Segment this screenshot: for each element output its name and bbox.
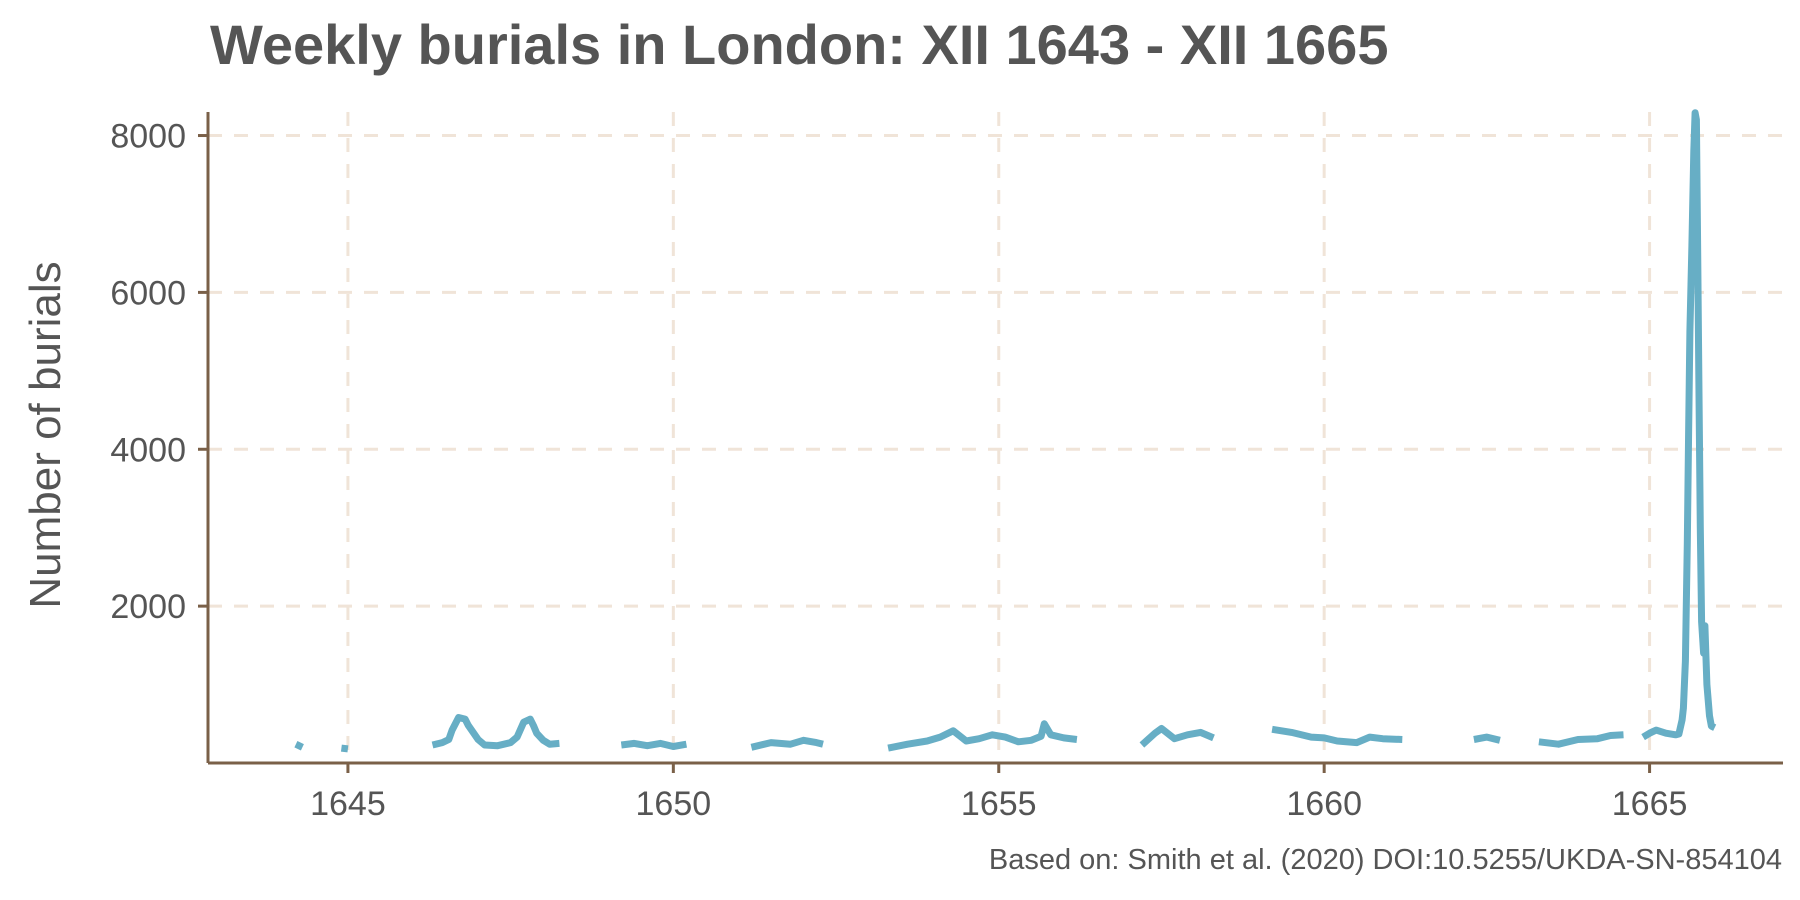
- grid: [208, 112, 1783, 763]
- series-line-segment: [887, 720, 1078, 752]
- chart-title: Weekly burials in London: XII 1643 - XII…: [210, 13, 1389, 76]
- series-line-segment: [294, 741, 304, 751]
- y-tick-label: 6000: [110, 274, 186, 312]
- series-line-group: [294, 109, 1717, 753]
- x-tick-label: 1665: [1612, 785, 1688, 823]
- source-caption: Based on: Smith et al. (2020) DOI:10.525…: [988, 844, 1782, 876]
- x-tick-label: 1660: [1286, 785, 1362, 823]
- series-line-segment: [620, 739, 688, 750]
- y-axis-title: Number of burials: [21, 261, 70, 608]
- series-line-segment: [431, 714, 560, 750]
- x-tick-label: 1650: [636, 785, 712, 823]
- y-tick-label: 4000: [110, 431, 186, 469]
- y-tick-label: 2000: [110, 588, 186, 626]
- axes: [198, 112, 1783, 773]
- series-line-segment: [1641, 109, 1717, 741]
- series-line-segment: [1271, 725, 1403, 747]
- series-line-segment: [1139, 725, 1215, 748]
- series-line-segment: [750, 736, 824, 751]
- series-line-segment: [1473, 733, 1501, 744]
- x-tick-label: 1645: [310, 785, 386, 823]
- y-tick-label: 8000: [110, 118, 186, 156]
- tick-labels: 1645 1650 1655 1660 1665 2000 4000 6000 8000: [110, 118, 1687, 823]
- x-tick-label: 1655: [961, 785, 1037, 823]
- series-line-segment: [1538, 731, 1624, 748]
- series-line-segment: [340, 744, 349, 753]
